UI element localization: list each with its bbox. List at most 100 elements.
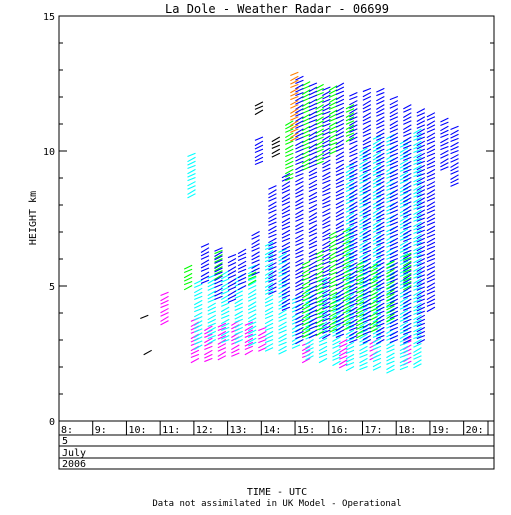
profile-barb xyxy=(399,272,409,278)
profile-barb xyxy=(389,241,399,247)
profile-barb xyxy=(278,325,287,331)
profile-barb xyxy=(335,252,345,257)
profile-barb xyxy=(359,199,368,205)
radar-profile xyxy=(450,125,459,187)
profile-barb xyxy=(345,136,355,143)
profile-barb xyxy=(315,160,324,166)
profile-barb xyxy=(349,164,358,170)
profile-barb xyxy=(355,285,365,291)
profile-barb xyxy=(251,263,260,270)
profile-barb xyxy=(349,108,358,114)
profile-barb xyxy=(295,156,304,162)
profile-barb xyxy=(278,333,287,340)
y-tick-label: 10 xyxy=(43,147,55,158)
profile-barb xyxy=(349,209,358,214)
profile-barb xyxy=(318,309,328,315)
profile-barb xyxy=(413,193,422,198)
profile-barb xyxy=(332,295,341,301)
profile-barb xyxy=(389,237,399,244)
profile-barb xyxy=(322,272,331,278)
profile-barb xyxy=(328,303,338,309)
profile-barb xyxy=(221,302,230,307)
profile-barb xyxy=(416,282,426,288)
profile-barb xyxy=(376,233,385,240)
profile-barb xyxy=(362,132,372,137)
profile-barb xyxy=(386,260,395,266)
profile-barb xyxy=(349,156,358,163)
profile-barb xyxy=(254,148,264,153)
profile-barb xyxy=(345,128,355,134)
profile-barb xyxy=(372,353,382,359)
profile-barb xyxy=(416,310,426,315)
profile-barb xyxy=(413,233,422,240)
profile-barb xyxy=(285,176,294,182)
profile-barb xyxy=(247,289,257,295)
profile-barb xyxy=(278,293,287,298)
profile-barb xyxy=(227,294,237,300)
profile-barb xyxy=(204,349,213,356)
profile-barb xyxy=(345,256,355,261)
profile-barb xyxy=(295,213,304,219)
profile-barb xyxy=(403,156,412,162)
profile-barb xyxy=(349,136,358,142)
profile-barb xyxy=(301,145,311,151)
profile-barb xyxy=(214,274,223,280)
profile-barb xyxy=(416,334,426,340)
profile-barb xyxy=(413,241,422,247)
profile-barb xyxy=(416,172,426,178)
profile-barb xyxy=(403,168,412,174)
radar-profile xyxy=(376,87,385,345)
profile-barb xyxy=(362,136,372,143)
profile-barb xyxy=(305,343,314,349)
profile-barb xyxy=(322,179,331,184)
profile-barb xyxy=(254,136,264,141)
profile-barb xyxy=(403,258,412,263)
y-tick-label: 0 xyxy=(49,417,55,428)
profile-barb xyxy=(322,313,331,319)
profile-barb xyxy=(308,293,318,299)
profile-barb xyxy=(403,278,412,284)
profile-barb xyxy=(247,333,257,338)
profile-barb xyxy=(416,298,426,303)
profile-barb xyxy=(335,285,345,290)
date-month: July xyxy=(62,448,86,459)
profile-barb xyxy=(450,158,459,163)
profile-barb xyxy=(281,274,291,280)
profile-barb xyxy=(362,193,372,199)
profile-barb xyxy=(413,306,422,312)
profile-barb xyxy=(349,217,358,223)
profile-barb xyxy=(322,329,331,334)
profile-barb xyxy=(372,276,382,282)
profile-barb xyxy=(345,276,355,282)
profile-barb xyxy=(187,160,196,166)
profile-barb xyxy=(335,179,345,185)
profile-barb xyxy=(268,274,277,280)
profile-barb xyxy=(399,147,409,153)
profile-barb xyxy=(264,343,274,349)
profile-barb xyxy=(217,355,227,361)
profile-barb xyxy=(295,160,304,166)
profile-barb xyxy=(416,144,426,150)
profile-barb xyxy=(403,160,412,167)
profile-barb xyxy=(349,322,358,328)
profile-barb xyxy=(335,329,345,335)
profile-barb xyxy=(372,264,382,270)
radar-profile xyxy=(220,270,230,344)
profile-barb xyxy=(237,285,247,291)
profile-barb xyxy=(328,255,338,261)
profile-barb xyxy=(389,197,399,202)
profile-barb xyxy=(315,270,324,276)
profile-barb xyxy=(426,229,436,235)
profile-barb xyxy=(362,270,372,275)
profile-barb xyxy=(349,278,358,283)
profile-barb xyxy=(426,298,436,304)
profile-barb xyxy=(322,236,331,241)
profile-barb xyxy=(290,132,299,139)
profile-barb xyxy=(335,321,345,326)
profile-barb xyxy=(386,289,395,295)
profile-barb xyxy=(308,86,318,93)
profile-barb xyxy=(183,280,193,286)
profile-barb xyxy=(399,212,409,217)
profile-barb xyxy=(247,280,257,287)
profile-barb xyxy=(281,298,291,305)
